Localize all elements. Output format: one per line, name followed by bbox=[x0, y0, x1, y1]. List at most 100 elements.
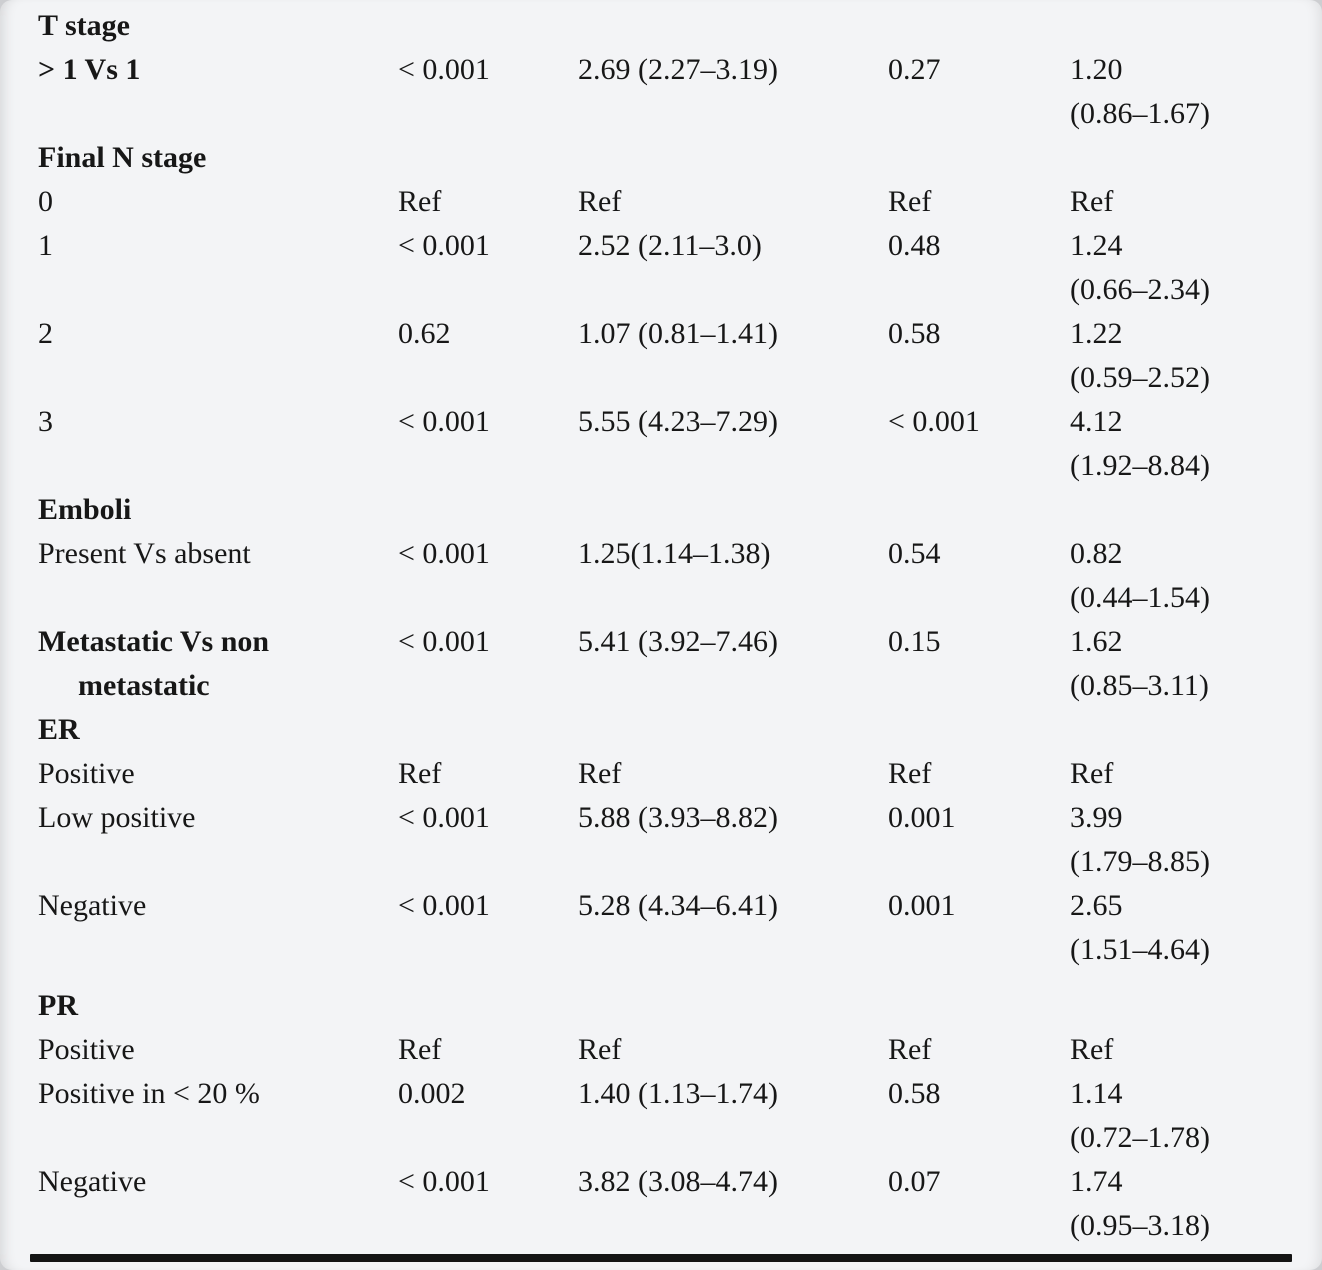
data-row: Negative < 0.001 5.28 (4.34–6.41) 0.001 2.65… bbox=[38, 884, 1290, 972]
hr-ci-multivariate-cell-text: 1.22 bbox=[1070, 317, 1123, 350]
p-value-multivariate-cell: 0.58 bbox=[888, 1072, 1070, 1160]
hr-ci-univariate-cell: 1.40 (1.13–1.74) bbox=[578, 1072, 888, 1160]
variable-cell-text: Metastatic Vs non bbox=[38, 625, 270, 658]
hr-ci-multivariate-cell-text: 3.99 bbox=[1070, 801, 1123, 834]
p-value-multivariate-cell: 0.001 bbox=[888, 884, 1070, 972]
p-value-univariate-cell: < 0.001 bbox=[398, 884, 578, 972]
hr-ci-multivariate-cell-text: 1.62 bbox=[1070, 625, 1123, 658]
variable-cell: Negative bbox=[38, 884, 398, 972]
variable-cell-text: Negative bbox=[38, 889, 147, 922]
hr-ci-multivariate-ci-line: (1.79–8.85) bbox=[1070, 845, 1210, 878]
hr-ci-multivariate-cell: 0.82 (0.44–1.54) bbox=[1070, 532, 1290, 620]
p-value-univariate-cell: Ref bbox=[398, 752, 578, 796]
hr-ci-multivariate-ci-line: (0.85–3.11) bbox=[1070, 669, 1209, 702]
hr-ci-multivariate-cell-text: 1.24 bbox=[1070, 229, 1123, 262]
variable-cell-text: 0 bbox=[38, 185, 53, 218]
variable-cell: Low positive bbox=[38, 796, 398, 884]
p-value-univariate-cell-text: Ref bbox=[398, 185, 442, 218]
hr-ci-multivariate-cell-text: 2.65 bbox=[1070, 889, 1123, 922]
hr-ci-univariate-cell-text: 1.40 (1.13–1.74) bbox=[578, 1077, 778, 1110]
hr-ci-multivariate-cell-text: 1.14 bbox=[1070, 1077, 1123, 1110]
p-value-multivariate-cell-text: 0.07 bbox=[888, 1165, 941, 1198]
p-value-univariate-cell-text: < 0.001 bbox=[398, 53, 490, 86]
p-value-univariate-cell-text: < 0.001 bbox=[398, 625, 490, 658]
table-content: T stage > 1 Vs 1 < 0.001 2.69 (2.27–3.19) 0.… bbox=[38, 4, 1290, 1248]
hr-ci-univariate-cell: 5.41 (3.92–7.46) bbox=[578, 620, 888, 708]
variable-cell-text: 1 bbox=[38, 229, 53, 262]
hr-ci-multivariate-cell: 1.74 (0.95–3.18) bbox=[1070, 1160, 1290, 1248]
section-header: T stage bbox=[38, 9, 130, 42]
hr-ci-univariate-cell-text: 5.41 (3.92–7.46) bbox=[578, 625, 778, 658]
hr-ci-univariate-cell: Ref bbox=[578, 180, 888, 224]
hr-ci-univariate-cell: 5.28 (4.34–6.41) bbox=[578, 884, 888, 972]
hr-ci-univariate-cell-text: Ref bbox=[578, 185, 622, 218]
p-value-multivariate-cell-text: 0.001 bbox=[888, 889, 956, 922]
p-value-multivariate-cell: Ref bbox=[888, 1028, 1070, 1072]
table-bottom-rule bbox=[30, 1254, 1292, 1262]
variable-cell: Positive bbox=[38, 752, 398, 796]
section-header: PR bbox=[38, 989, 78, 1022]
section-header-row: T stage bbox=[38, 4, 1290, 48]
hr-ci-multivariate-ci-line: (0.95–3.18) bbox=[1070, 1209, 1210, 1242]
p-value-univariate-cell: Ref bbox=[398, 1028, 578, 1072]
hr-ci-multivariate-ci-line: (1.92–8.84) bbox=[1070, 449, 1210, 482]
hr-ci-univariate-cell-text: 3.82 (3.08–4.74) bbox=[578, 1165, 778, 1198]
data-row: Positive Ref Ref Ref Ref bbox=[38, 1028, 1290, 1072]
p-value-univariate-cell-text: < 0.001 bbox=[398, 405, 490, 438]
data-row: Positive Ref Ref Ref Ref bbox=[38, 752, 1290, 796]
p-value-univariate-cell: < 0.001 bbox=[398, 620, 578, 708]
hr-ci-multivariate-cell-text: 1.74 bbox=[1070, 1165, 1123, 1198]
hr-ci-univariate-cell-text: Ref bbox=[578, 757, 622, 790]
data-row: Present Vs absent < 0.001 1.25(1.14–1.38) 0… bbox=[38, 532, 1290, 620]
p-value-multivariate-cell-text: 0.54 bbox=[888, 537, 941, 570]
p-value-univariate-cell-text: < 0.001 bbox=[398, 537, 490, 570]
hr-ci-multivariate-cell: 1.22 (0.59–2.52) bbox=[1070, 312, 1290, 400]
hr-ci-multivariate-ci-line: (0.44–1.54) bbox=[1070, 581, 1210, 614]
hr-ci-multivariate-cell: 1.20 (0.86–1.67) bbox=[1070, 48, 1290, 136]
hr-ci-univariate-cell: 1.25(1.14–1.38) bbox=[578, 532, 888, 620]
p-value-univariate-cell: < 0.001 bbox=[398, 532, 578, 620]
p-value-univariate-cell: < 0.001 bbox=[398, 1160, 578, 1248]
p-value-univariate-cell-text: Ref bbox=[398, 1033, 442, 1066]
hr-ci-multivariate-cell: 4.12 (1.92–8.84) bbox=[1070, 400, 1290, 488]
variable-cell-text: Positive bbox=[38, 757, 135, 790]
variable-cell: 3 bbox=[38, 400, 398, 488]
table-body: T stage > 1 Vs 1 < 0.001 2.69 (2.27–3.19) 0.… bbox=[38, 4, 1290, 1248]
p-value-multivariate-cell-text: 0.48 bbox=[888, 229, 941, 262]
hr-ci-multivariate-cell-text: 1.20 bbox=[1070, 53, 1123, 86]
variable-cell: Positive in < 20 % bbox=[38, 1072, 398, 1160]
hr-ci-univariate-cell-text: Ref bbox=[578, 1033, 622, 1066]
hr-ci-univariate-cell-text: 5.88 (3.93–8.82) bbox=[578, 801, 778, 834]
hr-ci-univariate-cell: 2.52 (2.11–3.0) bbox=[578, 224, 888, 312]
hr-ci-multivariate-cell-text: Ref bbox=[1070, 757, 1114, 790]
hr-ci-multivariate-cell: 3.99 (1.79–8.85) bbox=[1070, 796, 1290, 884]
variable-cell-line2: metastatic bbox=[78, 669, 210, 702]
data-row: Negative < 0.001 3.82 (3.08–4.74) 0.07 1.74 (… bbox=[38, 1160, 1290, 1248]
hr-ci-multivariate-ci-line: (0.66–2.34) bbox=[1070, 273, 1210, 306]
hr-ci-univariate-cell-text: 2.69 (2.27–3.19) bbox=[578, 53, 778, 86]
p-value-multivariate-cell: 0.07 bbox=[888, 1160, 1070, 1248]
hr-ci-multivariate-cell-text: 4.12 bbox=[1070, 405, 1123, 438]
p-value-multivariate-cell-text: 0.001 bbox=[888, 801, 956, 834]
variable-cell: 2 bbox=[38, 312, 398, 400]
hr-ci-multivariate-cell: Ref bbox=[1070, 752, 1290, 796]
variable-cell: Positive bbox=[38, 1028, 398, 1072]
p-value-univariate-cell-text: < 0.001 bbox=[398, 229, 490, 262]
data-row: Metastatic Vs non metastatic < 0.001 5.41 (… bbox=[38, 620, 1290, 708]
section-header-row: ER bbox=[38, 708, 1290, 752]
section-header-row: Final N stage bbox=[38, 136, 1290, 180]
variable-cell-text: Low positive bbox=[38, 801, 196, 834]
section-header: Emboli bbox=[38, 493, 132, 526]
variable-cell: > 1 Vs 1 bbox=[38, 48, 398, 136]
p-value-univariate-cell: 0.62 bbox=[398, 312, 578, 400]
p-value-multivariate-cell: 0.15 bbox=[888, 620, 1070, 708]
hr-ci-multivariate-cell-text: Ref bbox=[1070, 185, 1114, 218]
p-value-multivariate-cell-text: 0.27 bbox=[888, 53, 941, 86]
hr-ci-multivariate-cell: 1.62 (0.85–3.11) bbox=[1070, 620, 1290, 708]
hr-ci-multivariate-cell: 2.65 (1.51–4.64) bbox=[1070, 884, 1290, 972]
p-value-multivariate-cell: 0.54 bbox=[888, 532, 1070, 620]
data-row: > 1 Vs 1 < 0.001 2.69 (2.27–3.19) 0.27 1.20 (… bbox=[38, 48, 1290, 136]
hr-ci-multivariate-cell: 1.24 (0.66–2.34) bbox=[1070, 224, 1290, 312]
p-value-univariate-cell: Ref bbox=[398, 180, 578, 224]
